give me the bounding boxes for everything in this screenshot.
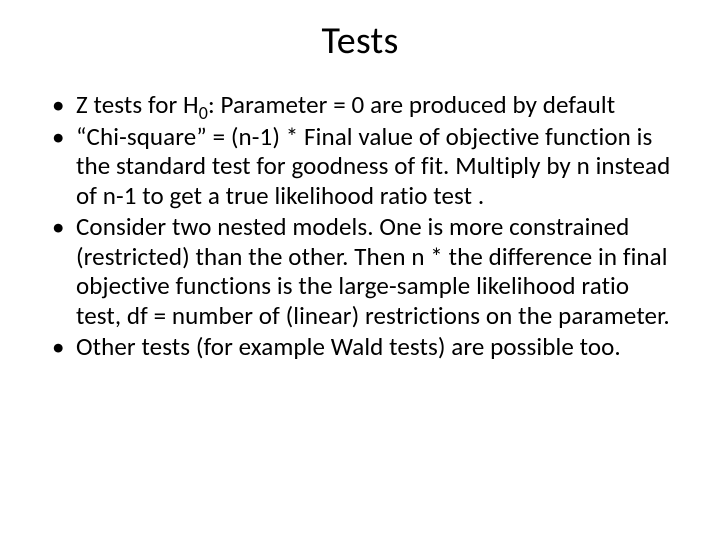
bullet-list: Z tests for H0: Parameter = 0 are produc… [48, 90, 672, 362]
bullet-text-post: : Parameter = 0 are produced by default [208, 89, 615, 120]
bullet-text: Consider two nested models. One is more … [76, 211, 670, 331]
list-item: Z tests for H0: Parameter = 0 are produc… [48, 90, 672, 120]
bullet-text-pre: Z tests for H [76, 89, 199, 120]
list-item: Other tests (for example Wald tests) are… [48, 332, 672, 362]
bullet-text: “Chi-square” = (n-1) * Final value of ob… [76, 121, 670, 211]
list-item: “Chi-square” = (n-1) * Final value of ob… [48, 122, 672, 211]
list-item: Consider two nested models. One is more … [48, 212, 672, 330]
slide-title: Tests [48, 18, 672, 64]
bullet-text: Other tests (for example Wald tests) are… [76, 331, 621, 362]
slide: Tests Z tests for H0: Parameter = 0 are … [0, 0, 720, 540]
